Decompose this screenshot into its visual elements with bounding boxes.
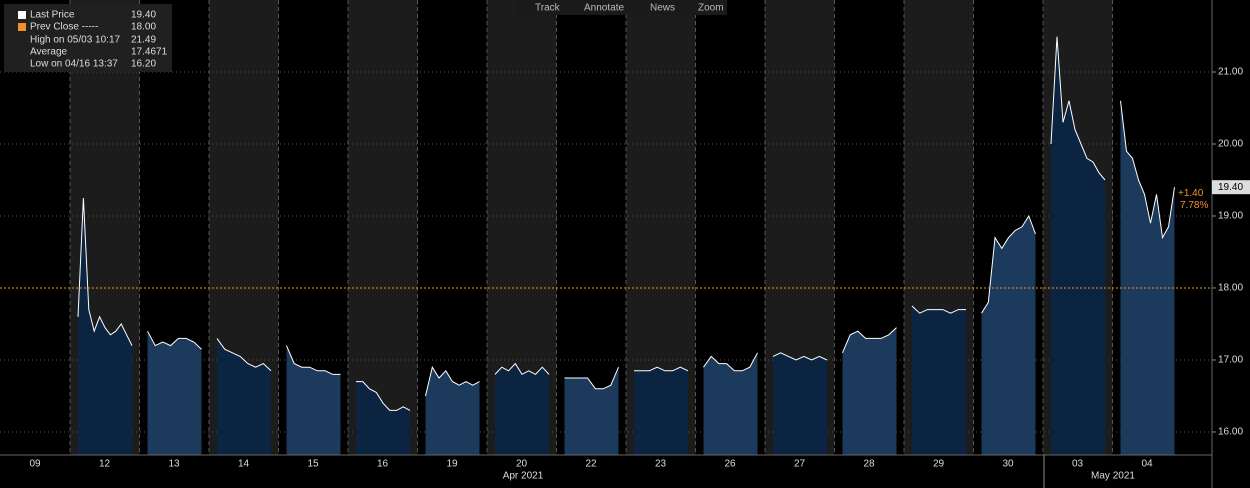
y-tick-label: 21.00 (1218, 67, 1243, 78)
session-area (78, 198, 132, 455)
toolbar-button[interactable]: News (650, 3, 675, 14)
y-tick-label: 20.00 (1218, 139, 1243, 150)
price-line (911, 305, 966, 314)
price-line (77, 197, 133, 346)
x-tick-label: 22 (585, 459, 597, 470)
session-area (981, 216, 1036, 455)
x-tick-label: 09 (29, 459, 41, 470)
x-tick-label: 23 (655, 459, 667, 470)
price-line (703, 352, 758, 372)
legend-label: Low on 04/16 13:37 (30, 59, 118, 70)
legend-bg (4, 4, 172, 72)
month-label: Apr 2021 (503, 471, 544, 482)
change-pct-label: 7.78% (1180, 200, 1208, 211)
legend: Last Price 19.40 Prev Close ----- 18.00 … (4, 4, 172, 72)
y-tick-label: 16.00 (1218, 427, 1243, 438)
price-line (1050, 36, 1106, 181)
x-tick-label: 28 (863, 459, 875, 470)
x-tick-label: 19 (446, 459, 458, 470)
session-area (1051, 36, 1105, 455)
session-area (356, 381, 410, 455)
x-tick-label: 30 (1002, 459, 1014, 470)
last-price-label: 19.40 (1218, 182, 1243, 193)
x-tick-label: 16 (377, 459, 389, 470)
legend-label: Average (30, 47, 68, 58)
x-tick-label: 20 (516, 459, 528, 470)
toolbar-bg (515, 0, 727, 15)
toolbar-button[interactable]: Track (535, 3, 561, 14)
legend-label: High on 05/03 10:17 (30, 35, 121, 46)
legend-value: 18.00 (131, 22, 156, 33)
price-line (981, 214, 1036, 314)
legend-value: 16.20 (131, 59, 156, 70)
day-band (348, 0, 418, 455)
legend-value: 19.40 (131, 10, 156, 21)
x-tick-label: 13 (168, 459, 180, 470)
price-line (286, 345, 341, 375)
price-line (494, 362, 550, 376)
x-tick-label: 26 (724, 459, 736, 470)
price-line (1120, 100, 1175, 240)
session-area (912, 306, 966, 455)
price-line (564, 367, 619, 390)
legend-value: 17.4671 (131, 47, 168, 58)
x-tick-label: 15 (307, 459, 319, 470)
price-line (147, 330, 202, 350)
session-area (773, 352, 827, 455)
session-area (217, 338, 271, 455)
session-area (703, 352, 758, 455)
price-line (772, 352, 828, 361)
legend-label: Last Price (30, 10, 75, 21)
x-tick-label: 14 (238, 459, 250, 470)
x-tick-label: 03 (1072, 459, 1084, 470)
session-area (564, 367, 619, 455)
toolbar-button[interactable]: Annotate (584, 3, 624, 14)
toolbar-button[interactable]: Zoom (698, 3, 724, 14)
x-tick-label: 27 (794, 459, 806, 470)
y-tick-label: 17.00 (1218, 355, 1243, 366)
session-area (842, 327, 897, 455)
price-line (842, 327, 897, 353)
change-label: +1.40 (1178, 188, 1204, 199)
y-tick-label: 19.00 (1218, 211, 1243, 222)
session-area (1120, 100, 1175, 456)
legend-value: 21.49 (131, 35, 156, 46)
last-price-tag (1212, 180, 1250, 195)
session-area (495, 363, 549, 455)
price-line (425, 365, 480, 397)
y-tick-label: 18.00 (1218, 283, 1243, 294)
legend-swatch (18, 23, 26, 31)
x-tick-label: 12 (99, 459, 111, 470)
toolbar: Track Annotate News Zoom (515, 0, 727, 15)
session-area (147, 331, 202, 455)
x-tick-label: 29 (933, 459, 945, 470)
price-line (216, 338, 272, 372)
legend-label: Prev Close ----- (30, 22, 98, 33)
session-area (634, 367, 688, 455)
price-line (634, 366, 689, 372)
x-tick-label: 04 (1141, 459, 1153, 470)
session-area (286, 345, 341, 455)
month-label: May 2021 (1091, 471, 1135, 482)
legend-swatch (18, 11, 26, 19)
session-area (425, 367, 480, 455)
price-line (356, 381, 411, 411)
